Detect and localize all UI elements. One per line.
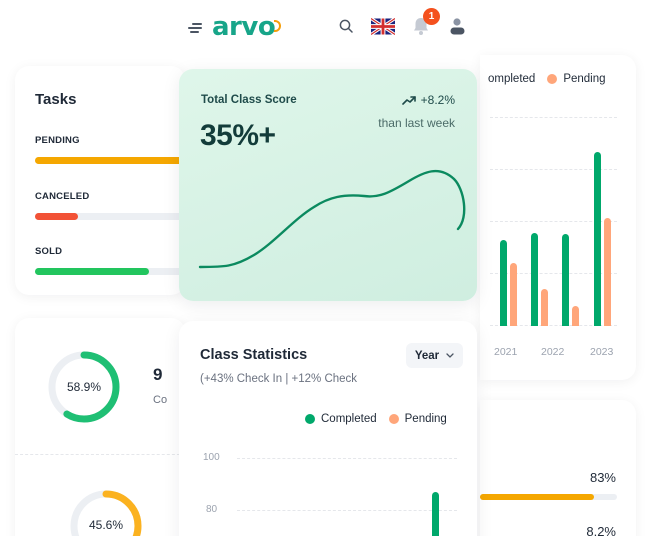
score-trend-value: +8.2% (420, 93, 455, 107)
progress-value-second: 8.2% (586, 524, 616, 536)
top-bar: arvo 1 (0, 0, 652, 56)
donut-chart-first (48, 351, 120, 423)
bar-pending[interactable] (604, 218, 611, 326)
class-statistics-card: Class Statistics (+43% Check In | +12% C… (179, 321, 477, 536)
bar-completed[interactable] (594, 152, 601, 326)
x-label-2021: 2021 (494, 346, 518, 358)
tasks-card: Tasks PENDING CANCELED SOLD (15, 66, 185, 295)
score-title: Total Class Score (201, 94, 297, 106)
task-label-sold: SOLD (35, 246, 63, 257)
brand-name: arvo (212, 12, 276, 42)
grid-line (237, 458, 457, 459)
progress-track-first (480, 494, 617, 500)
divider (15, 454, 185, 455)
stats-legend: Completed Pending (305, 413, 447, 425)
task-fill-pending (35, 157, 185, 164)
donut-side-label: Co (153, 394, 168, 406)
legend-completed-dot-icon (305, 414, 315, 424)
grid-line (490, 117, 617, 118)
period-value: Year (414, 349, 440, 362)
grid-line (490, 273, 617, 274)
trending-up-icon (401, 96, 416, 105)
y-label-80: 80 (206, 504, 218, 515)
grid-line (237, 510, 457, 511)
score-value: 35%+ (200, 119, 276, 152)
legend-pending-dot-icon (547, 74, 558, 84)
task-progress-sold (35, 268, 185, 275)
logo-accent-icon (274, 20, 282, 32)
x-label-2023: 2023 (590, 346, 614, 358)
grid-line (490, 169, 617, 170)
stats-subtitle: (+43% Check In | +12% Check (200, 373, 358, 385)
tasks-title: Tasks (35, 91, 77, 108)
y-label-100: 100 (203, 452, 220, 463)
legend-pending-dot-icon (388, 414, 399, 424)
bar-completed[interactable] (531, 233, 538, 326)
bar-pending[interactable] (510, 263, 517, 326)
donut-stats-card: 58.9% 9 Co 45.6% (15, 318, 185, 536)
stats-title: Class Statistics (200, 347, 308, 363)
x-label-2022: 2022 (541, 346, 565, 358)
user-icon[interactable] (449, 17, 467, 36)
task-progress-pending (35, 157, 185, 164)
task-fill-sold (35, 268, 149, 275)
total-class-score-card: Total Class Score 35%+ +8.2% than last w… (179, 69, 477, 301)
donut-first-value: 58.9% (66, 380, 102, 394)
grid-line (490, 325, 617, 326)
progress-value-first: 83% (589, 470, 616, 485)
uk-flag-icon[interactable] (371, 18, 395, 35)
task-fill-canceled (35, 213, 79, 220)
bar-completed[interactable] (432, 492, 439, 536)
legend-completed-label: ompleted (488, 73, 536, 85)
donut-side-number: 9 (153, 365, 163, 384)
task-progress-canceled (35, 213, 185, 220)
search-icon[interactable] (339, 19, 353, 33)
task-label-pending: PENDING (35, 135, 80, 146)
period-dropdown[interactable]: Year (406, 343, 463, 368)
score-trend: +8.2% (401, 93, 455, 107)
task-label-canceled: CANCELED (35, 191, 90, 202)
score-subtitle: than last week (378, 116, 455, 130)
chevron-down-icon (446, 353, 454, 358)
progress-fill-first (480, 494, 594, 500)
donut-second-value: 45.6% (88, 518, 124, 532)
bars-chart-card: ompleted Pending 2021 2022 2023 (480, 55, 636, 380)
bar-pending[interactable] (541, 289, 548, 326)
legend-pending-label: Pending (563, 73, 606, 85)
brand-logo[interactable]: arvo (212, 12, 282, 42)
bar-completed[interactable] (500, 240, 507, 326)
progress-card: 83% 8.2% (480, 400, 636, 536)
legend-completed-label: Completed (321, 413, 377, 425)
legend-pending-label: Pending (404, 413, 447, 425)
donut-chart-second (70, 490, 142, 536)
bar-pending[interactable] (572, 306, 579, 326)
bars-legend: ompleted Pending (488, 73, 606, 85)
score-line-chart (198, 169, 466, 269)
notification-badge: 1 (423, 8, 440, 25)
menu-icon[interactable] (188, 21, 202, 33)
bar-completed[interactable] (562, 234, 569, 326)
grid-line (490, 221, 617, 222)
